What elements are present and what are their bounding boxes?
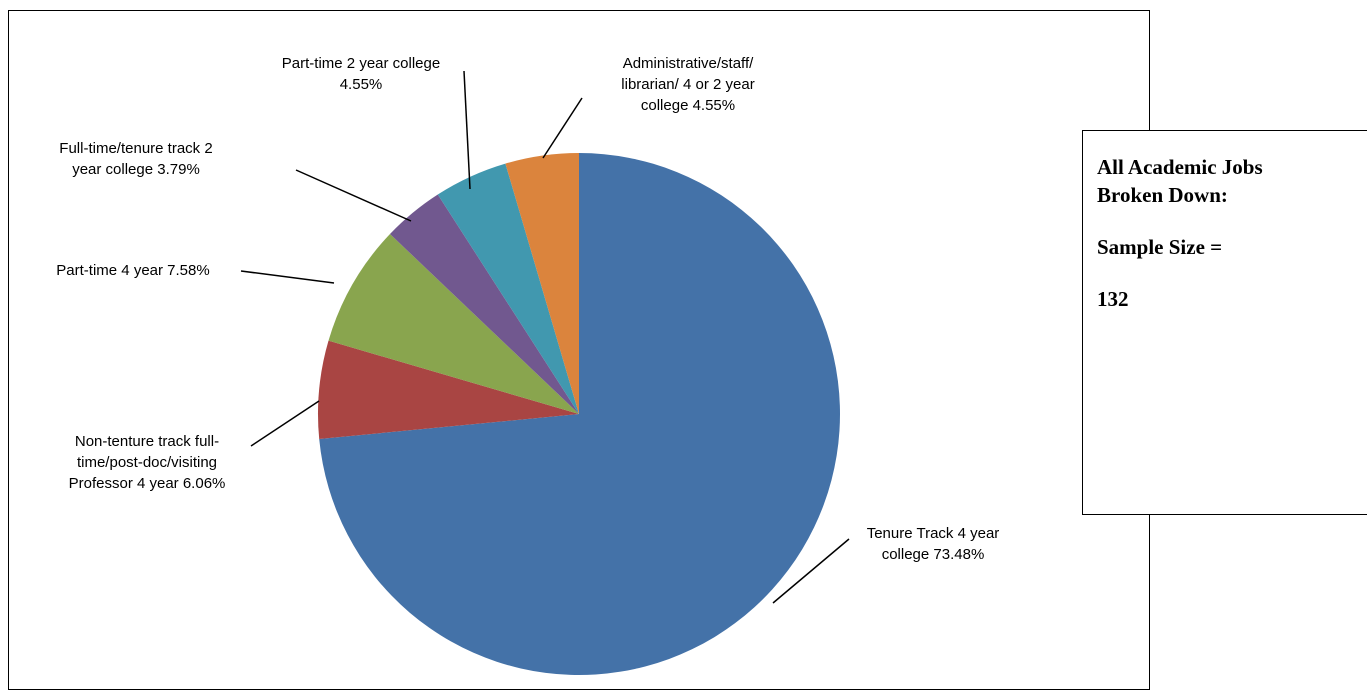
slice-label-5-line-1: librarian/ 4 or 2 year <box>621 76 754 93</box>
slice-label-0: Tenure Track 4 year college 73.48% <box>772 525 1000 604</box>
pie-slice-0 <box>319 153 840 675</box>
slice-label-4-line-0: Part-time 2 year college <box>282 55 440 72</box>
chart-area: Tenure Track 4 year college 73.48% Non-ten… <box>8 10 1150 690</box>
slice-label-1: Non-tenture track full-time/post-doc/vis… <box>69 400 320 492</box>
leader-line-5 <box>542 97 583 159</box>
pie-slice-3 <box>389 194 579 414</box>
leader-line-2 <box>240 270 335 284</box>
slice-label-2-line-0: Part-time 4 year 7.58% <box>56 262 209 279</box>
slice-label-0-line-0: Tenure Track 4 year <box>867 525 1000 542</box>
summary-textbox: All Academic Jobs Broken Down: Sample Si… <box>1082 130 1367 515</box>
slice-label-5-line-0: Administrative/staff/ <box>623 55 754 72</box>
slice-label-3: Full-time/tenure track 2 year college 3.7… <box>59 140 412 222</box>
pie-slice-4 <box>437 163 579 414</box>
pie-slice-2 <box>328 234 579 414</box>
sample-size-value: 132 <box>1097 287 1129 311</box>
leader-line-0 <box>772 538 850 604</box>
slice-label-4-line-1: 4.55% <box>340 76 383 93</box>
slice-label-1-line-1: time/post-doc/visiting <box>77 454 217 471</box>
slice-label-0-line-1: college 73.48% <box>882 546 985 563</box>
leader-line-3 <box>295 169 412 222</box>
slice-label-1-line-2: Professor 4 year 6.06% <box>69 475 226 492</box>
slice-label-3-line-0: Full-time/tenure track 2 <box>59 140 212 157</box>
textbox-title-line2: Broken Down: <box>1097 183 1228 207</box>
slice-label-5: Administrative/staff/librarian/ 4 or 2 y… <box>542 55 755 159</box>
slice-label-2: Part-time 4 year 7.58% <box>56 262 335 284</box>
pie-slice-1 <box>318 340 579 440</box>
slice-label-4: Part-time 2 year college 4.55% <box>282 55 471 190</box>
slice-label-1-line-0: Non-tenture track full- <box>75 433 219 450</box>
leader-line-4 <box>463 70 471 190</box>
textbox-title-line1: All Academic Jobs <box>1097 155 1263 179</box>
slice-label-3-line-1: year college 3.79% <box>72 161 200 178</box>
leader-line-1 <box>250 400 320 447</box>
slice-label-5-line-2: college 4.55% <box>641 97 735 114</box>
pie-chart: Tenure Track 4 year college 73.48% Non-ten… <box>56 55 1000 675</box>
sample-size-label: Sample Size = <box>1097 235 1223 259</box>
pie-slice-5 <box>505 153 579 414</box>
